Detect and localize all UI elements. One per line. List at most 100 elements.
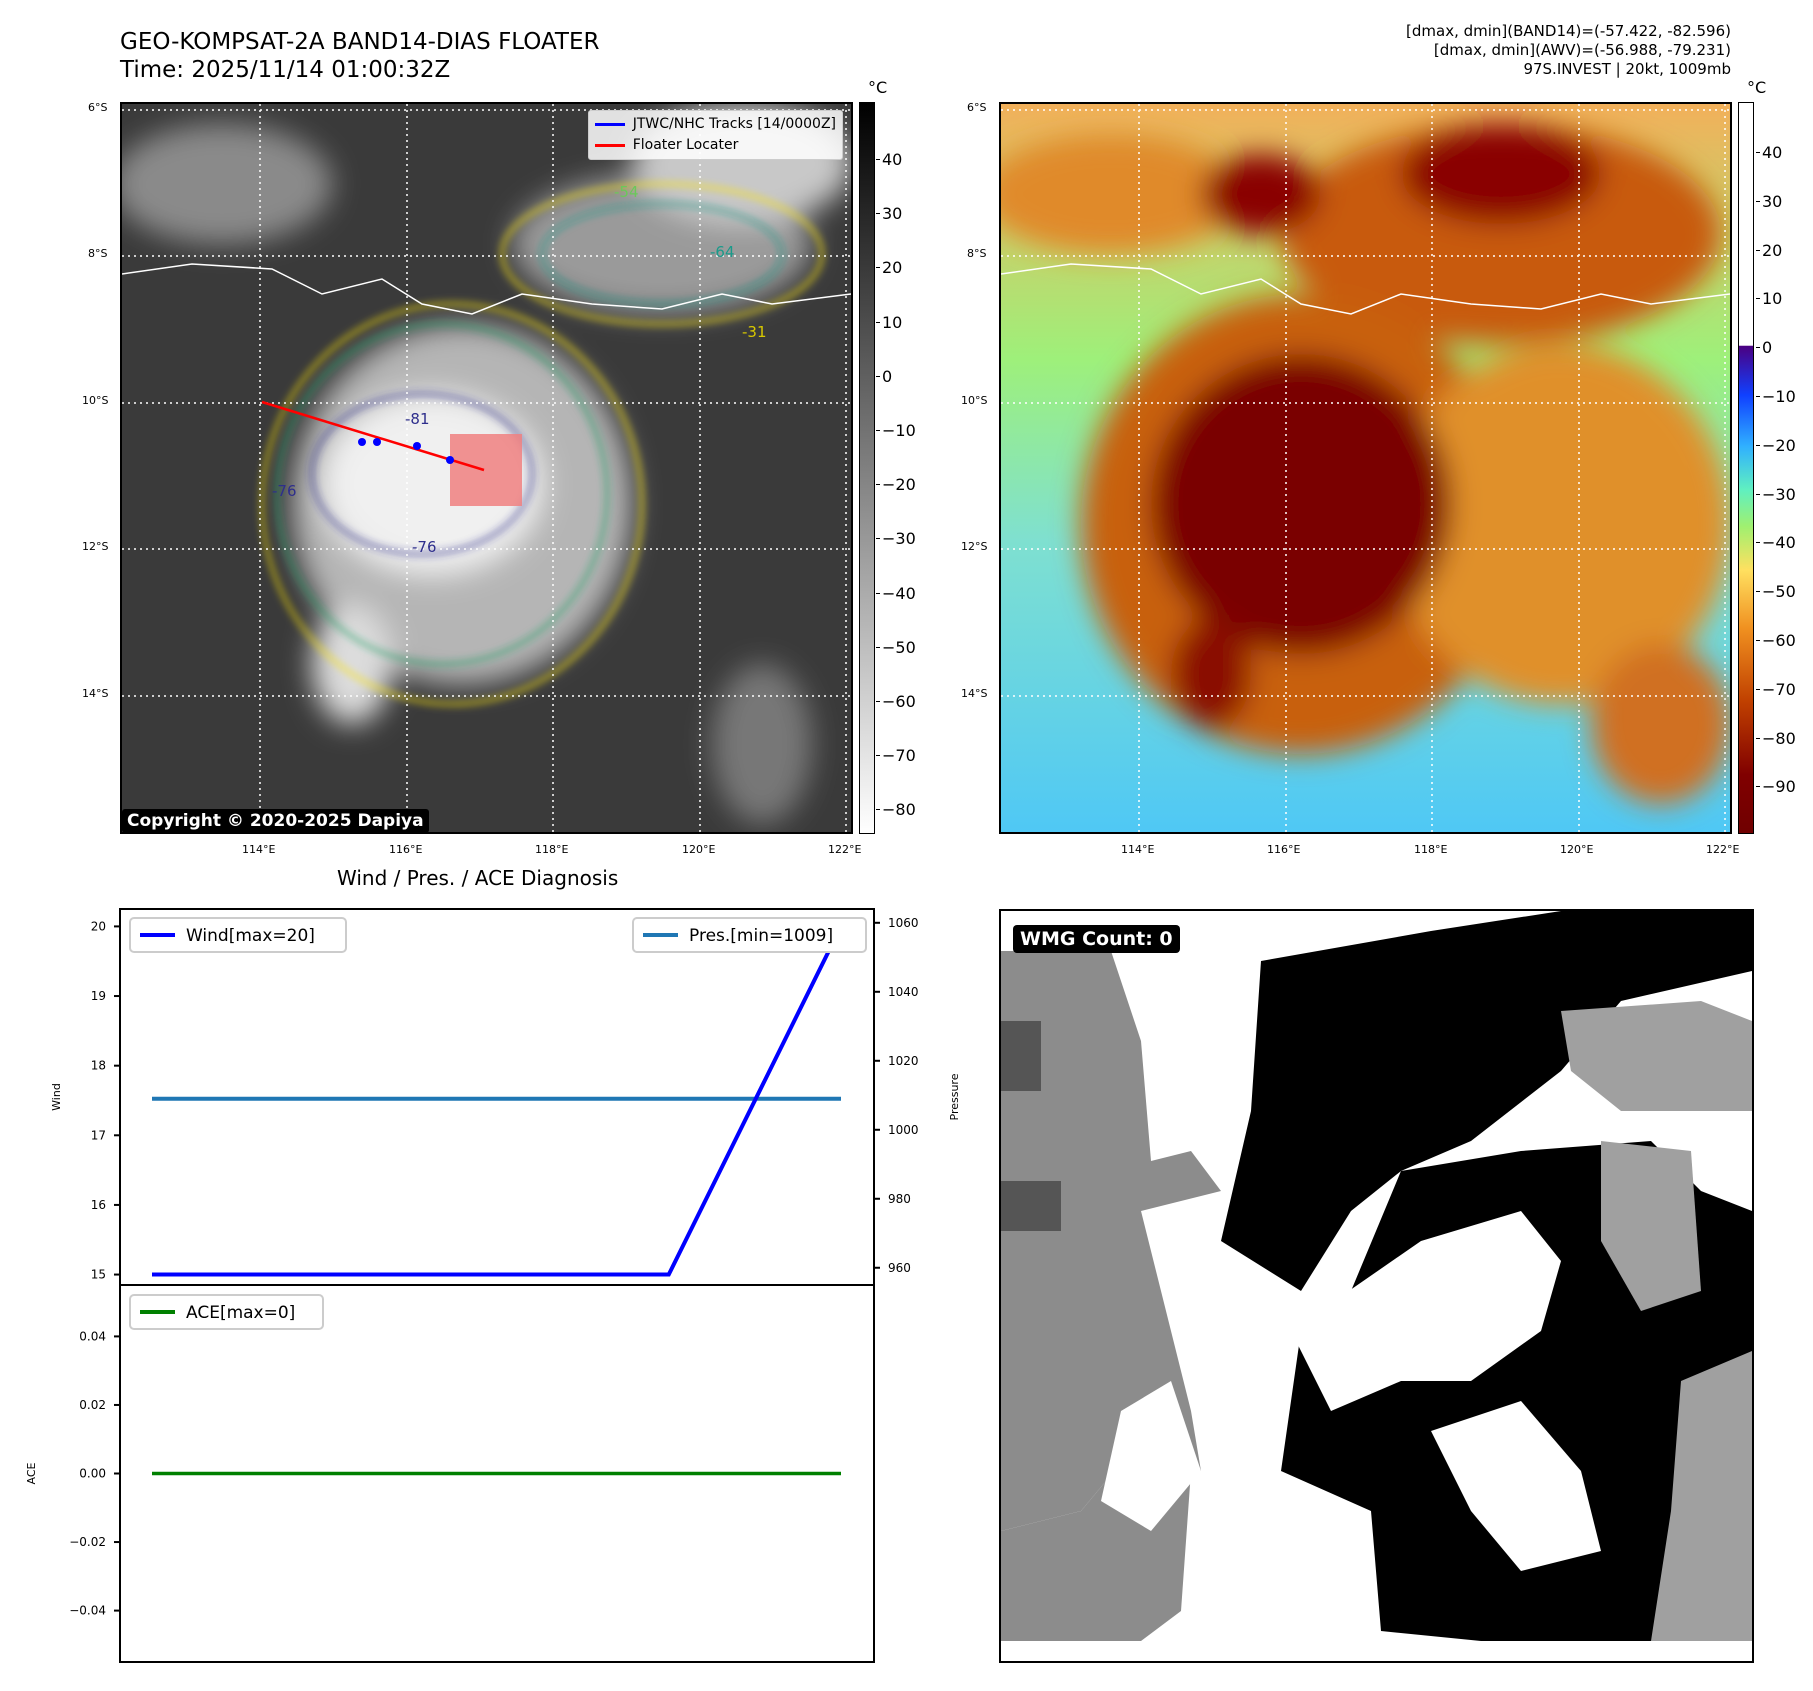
y-tick-label: 1000 [888,1123,919,1137]
band14-map: -76 -76 -81 -64 -54 -31 JTWC/NHC Tracks … [120,102,853,834]
y-tick-label: 1040 [888,985,919,999]
colorbar-tick: −50 [1762,582,1796,602]
colorbar2 [1738,102,1754,834]
colorbar-tick: −70 [1762,679,1796,699]
diagnosis-title: Wind / Pres. / ACE Diagnosis [337,866,619,890]
lat-tick: 14°S [82,687,109,700]
lat-tick: 10°S [961,394,988,407]
map-legend: JTWC/NHC Tracks [14/0000Z] Floater Locat… [587,110,843,160]
colorbar-tick: 30 [882,204,903,224]
y-tick-label: 0.04 [79,1329,106,1343]
colorbar-tick: 10 [882,312,903,332]
lon-tick: 118°E [1414,843,1448,856]
figure-title: GEO-KOMPSAT-2A BAND14-DIAS FLOATER Time:… [120,28,600,84]
colorbar-tick: −60 [1762,631,1796,650]
y-tick-label: 15 [91,1268,106,1282]
lon-tick: 114°E [242,843,276,856]
legend-box [129,917,347,953]
colorbar-tick-mark [1756,200,1760,202]
y-tick-label: 960 [888,1261,911,1275]
lon-tick: 122°E [828,843,862,856]
colorbar-tick-mark [876,159,880,160]
y-tick-label: 18 [91,1059,106,1073]
lat-tick: 6°S [967,101,987,114]
contour-label: -54 [614,183,639,201]
wmg-grid [1001,911,1752,1641]
lon-tick: 120°E [682,843,716,856]
gridlines [1001,104,1730,832]
legend-floater-label: Floater Locater [632,137,739,153]
awv-range: [dmax, dmin](AWV)=(-56.988, -79.231) [1433,41,1731,59]
legend-label: Wind[max=20] [186,926,315,946]
gridlines [122,104,851,832]
y-tick-label: 19 [91,989,106,1003]
legend-box [129,1294,324,1330]
band14-imagery: -76 -76 -81 -64 -54 -31 [122,104,851,832]
colorbar-tick-mark [1756,786,1760,788]
band14-range: [dmax, dmin](BAND14)=(-57.422, -82.596) [1406,22,1731,40]
colorbar-tick: −20 [882,475,916,495]
coastline [1001,263,1730,315]
coastline [122,263,851,315]
legend-label: Pres.[min=1009] [689,926,833,946]
colorbar-tick: 10 [1762,289,1783,309]
lat-tick: 12°S [961,540,988,553]
colorbar-tick-mark [1756,640,1760,641]
y-tick-label: −0.04 [69,1604,106,1618]
diagnosis-chart: 15 16 17 18 19 20 960 980 1000 1020 1040 1060 0.04 0.… [25,908,961,1663]
colorbar-tick-mark [1756,591,1760,593]
colorbar-tick-mark [876,755,880,757]
wmg-panel: WMG Count: 0 [999,909,1754,1663]
colorbar-tick-mark [876,646,880,648]
colorbar1 [859,102,875,834]
time-line: Time: 2025/11/14 01:00:32Z [120,57,451,83]
colorbar-tick: 20 [1762,240,1783,260]
colorbar-tick-mark [1756,688,1760,690]
track-legend-icon [594,122,625,126]
storm-info: 97S.INVEST | 20kt, 1009mb [1523,60,1731,78]
colorbar-tick-mark [876,267,880,269]
colorbar-tick: −10 [1762,387,1796,406]
lat-tick: 6°S [88,101,108,114]
pressure-legend: Pres.[min=1009] [632,917,867,953]
floater-box [450,434,522,506]
y-tick-label: 980 [888,1192,911,1206]
colorbar-tick-mark [1756,396,1760,397]
colorbar-tick: −40 [1762,533,1796,553]
colorbar-tick-mark [876,375,880,377]
lat-tick: 12°S [82,540,109,553]
colorbar-tick-mark [1756,493,1760,495]
track-points [358,438,454,464]
colorbar-tick: 0 [882,366,893,386]
colorbar-tick: 20 [882,258,903,278]
wind-legend: Wind[max=20] [129,917,347,953]
ace-axis-label: ACE [25,1462,38,1484]
colorbar-tick-mark [876,321,880,323]
contour-labels: -76 -76 -81 -64 -54 -31 [272,183,767,556]
colorbar-tick: −90 [1762,777,1796,797]
colorbar-tick: −10 [882,421,916,440]
colorbar-tick-mark [1756,542,1760,544]
y-tick-label: 16 [91,1198,106,1212]
lon-tick: 114°E [1121,843,1155,856]
floater-legend-icon [594,143,625,147]
contour-label: -31 [742,323,767,341]
colorbar-tick: −30 [882,529,916,549]
colorbar-tick: 30 [1762,191,1783,211]
lat-tick: 14°S [961,687,988,700]
wind-axis-label: Wind [50,1083,63,1111]
colorbar-tick-mark [1756,152,1760,153]
y-tick-label: 1020 [888,1054,919,1068]
y-tick-label: 0.00 [79,1467,106,1481]
copyright-label: Copyright © 2020-2025 Dapiya [122,809,429,833]
colorbar2-unit: °C [1747,78,1767,97]
colorbar-tick-mark [1756,444,1760,446]
colorbar-tick-mark [876,592,880,594]
colorbar-tick: −30 [1762,484,1796,504]
colorbar-tick-mark [1756,737,1760,739]
colorbar-tick-mark [1756,298,1760,300]
y-tick-label: 1060 [888,916,919,930]
y-tick-label: 17 [91,1128,106,1142]
legend-label: ACE[max=0] [186,1303,295,1323]
awv-imagery [1001,104,1730,832]
